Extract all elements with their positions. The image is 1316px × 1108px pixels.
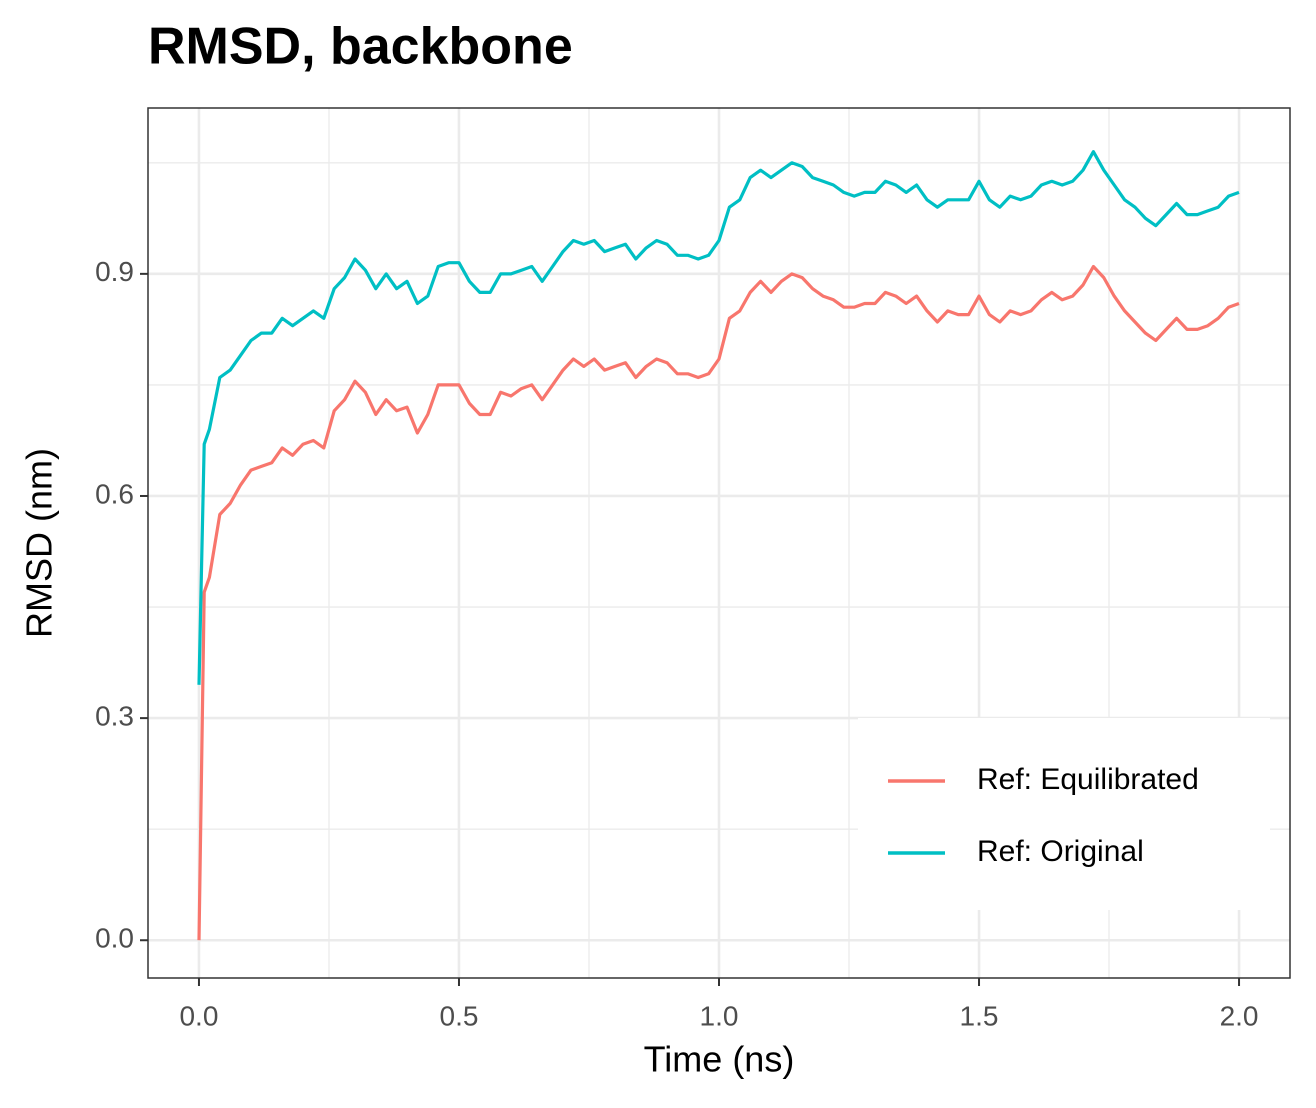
- y-tick-label: 0.3: [95, 701, 134, 732]
- y-axis-title: RMSD (nm): [19, 448, 60, 638]
- x-tick-label: 0.5: [440, 1000, 479, 1031]
- chart-title: RMSD, backbone: [148, 18, 573, 76]
- legend-label: Ref: Equilibrated: [977, 763, 1199, 796]
- y-tick-label: 0.9: [95, 256, 134, 287]
- y-tick-label: 0.0: [95, 923, 134, 954]
- series-line: [197, 264, 1240, 941]
- x-axis-title: Time (ns): [644, 1039, 795, 1080]
- x-tick-label: 1.5: [960, 1000, 999, 1031]
- x-tick-label: 2.0: [1220, 1000, 1259, 1031]
- legend: Ref: Equilibrated Ref: Original: [858, 718, 1270, 910]
- y-tick-label: 0.6: [95, 478, 134, 509]
- x-tick-label: 0.0: [179, 1000, 218, 1031]
- x-tick-label: 1.0: [700, 1000, 739, 1031]
- legend-background: [858, 718, 1270, 910]
- series-line: [197, 150, 1240, 685]
- panel-border: [147, 107, 1291, 979]
- legend-label: Ref: Original: [977, 835, 1144, 868]
